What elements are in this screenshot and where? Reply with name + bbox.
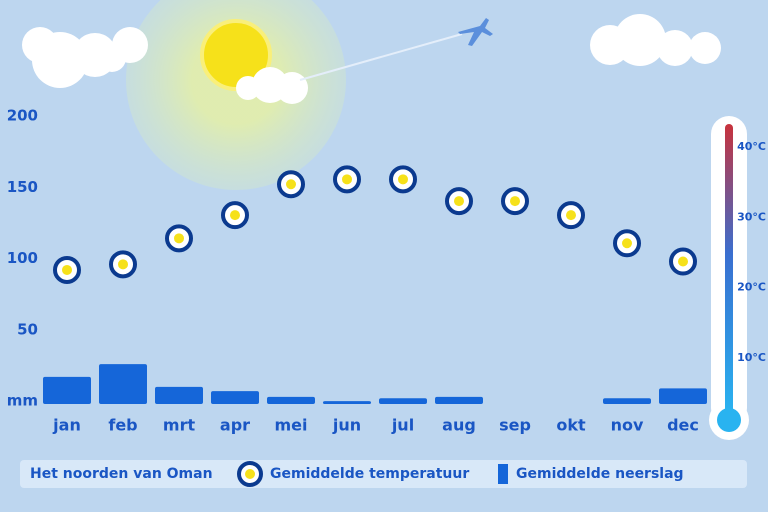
x-tick-label: okt (556, 416, 586, 435)
legend-label: Gemiddelde temperatuur (270, 466, 469, 482)
temperature-marker-core (566, 210, 576, 221)
x-tick-label: apr (220, 416, 250, 435)
temperature-marker-core (62, 264, 72, 275)
legend-label: Gemiddelde neerslag (516, 466, 684, 482)
temperature-marker-core (510, 196, 520, 207)
y2-tick-label: 20°C (737, 281, 766, 294)
temperature-marker-core (678, 256, 688, 267)
bar (659, 388, 707, 404)
x-tick-label: nov (611, 416, 644, 435)
x-tick-label: jun (332, 416, 361, 435)
bar (379, 398, 427, 404)
x-tick-label: mei (274, 416, 307, 435)
bar (603, 398, 651, 404)
bar (323, 401, 371, 404)
temperature-marker-core (622, 238, 632, 249)
bar (43, 376, 91, 404)
temperature-marker-core (342, 174, 352, 185)
temperature-marker-core (174, 233, 184, 244)
temperature-marker-core (286, 179, 296, 190)
x-tick-label: aug (442, 416, 476, 435)
temperature-marker-core (454, 196, 464, 207)
y-tick-label: 150 (7, 178, 38, 196)
y2-tick-label: 40°C (737, 140, 766, 153)
y2-tick-label: 30°C (737, 210, 766, 223)
bar (267, 396, 315, 404)
temperature-marker-core (398, 174, 408, 185)
legend-symbol (498, 464, 508, 484)
x-tick-label: mrt (163, 416, 196, 435)
bar (99, 364, 147, 404)
temperature-marker-core (230, 210, 240, 221)
y-tick-label: 100 (7, 249, 38, 267)
y-tick-label: 50 (17, 320, 38, 338)
x-tick-label: sep (499, 416, 531, 435)
y-tick-label: mm (7, 392, 38, 410)
y-tick-label: 200 (7, 107, 38, 125)
x-tick-label: dec (667, 416, 699, 435)
bar (155, 386, 203, 404)
legend-symbol (245, 469, 255, 479)
y2-tick-label: 10°C (737, 351, 766, 364)
legend-title: Het noorden van Oman (30, 466, 213, 482)
x-tick-label: feb (108, 416, 137, 435)
x-tick-label: jan (52, 416, 81, 435)
temperature-marker-core (118, 259, 128, 270)
x-tick-label: jul (391, 416, 414, 435)
bar (435, 396, 483, 404)
decoration (20, 0, 749, 488)
bar (211, 391, 259, 404)
